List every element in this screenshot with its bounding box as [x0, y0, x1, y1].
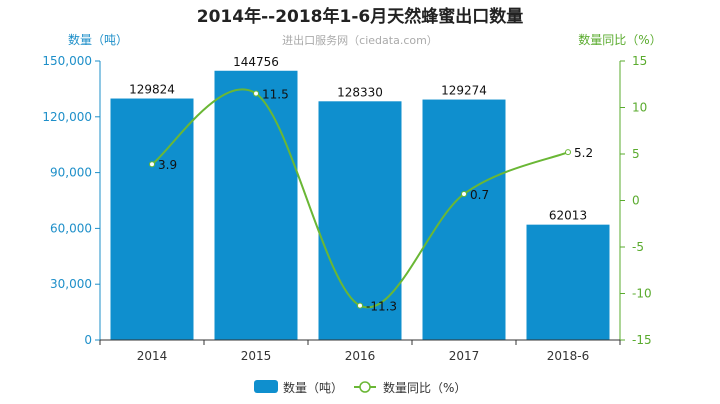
chart-subtitle: 进出口服务网（ciedata.com）: [282, 33, 438, 47]
x-tick-label-2015: 2015: [241, 349, 272, 363]
left-axis-tick-label: 0: [84, 333, 92, 347]
right-axis-tick-label: 0: [632, 194, 640, 208]
right-axis-tick-label: -5: [632, 240, 644, 254]
bar-label-2018-6: 62013: [549, 209, 587, 223]
yoy-point-2016: [357, 302, 363, 309]
right-axis-tick-label: -15: [632, 333, 652, 347]
x-tick-label-2018-6: 2018-6: [547, 349, 590, 363]
bar-2017: [422, 99, 506, 341]
yoy-label-2017: 0.7: [470, 188, 489, 202]
legend-swatch-marker: [359, 381, 371, 393]
right-axis-tick-label: 5: [632, 147, 640, 161]
bar-2016: [318, 101, 402, 340]
x-tick-label-2016: 2016: [345, 349, 376, 363]
chart-title: 2014年--2018年1-6月天然蜂蜜出口数量: [197, 6, 523, 27]
bar-label-2017: 129274: [441, 84, 487, 98]
yoy-label-2016: -11.3: [366, 300, 397, 314]
right-axis-title: 数量同比（%）: [578, 32, 661, 47]
bar-label-2014: 129824: [129, 83, 175, 97]
legend-label-line: 数量同比（%）: [383, 380, 466, 395]
yoy-line: [151, 88, 569, 309]
x-tick-label-2014: 2014: [137, 349, 168, 363]
yoy-point-2015: [253, 90, 259, 97]
x-tick-label-2017: 2017: [449, 349, 480, 363]
yoy-point-2014: [149, 161, 155, 168]
left-axis-tick-label: 150,000: [42, 54, 92, 68]
right-axis-tick-label: 10: [632, 101, 647, 115]
left-axis-tick-label: 60,000: [50, 221, 92, 235]
legend-label-bar: 数量（吨）: [283, 380, 343, 395]
bar-2018-6: [526, 224, 610, 340]
legend-swatch-bar: [254, 380, 278, 393]
bar-label-2015: 144756: [233, 55, 279, 69]
right-axis-tick-label: -10: [632, 287, 652, 301]
left-axis-tick-label: 30,000: [50, 277, 92, 291]
yoy-label-2018-6: 5.2: [574, 146, 593, 160]
bar-2014: [110, 98, 194, 340]
yoy-label-2014: 3.9: [158, 158, 177, 172]
left-axis-tick-label: 90,000: [50, 166, 92, 180]
yoy-label-2015: 11.5: [262, 88, 289, 102]
bar-label-2016: 128330: [337, 85, 383, 99]
yoy-point-2018-6: [565, 149, 571, 156]
yoy-point-2017: [461, 190, 467, 197]
left-axis-tick-label: 120,000: [42, 110, 92, 124]
left-axis-title: 数量（吨）: [68, 32, 128, 47]
bar-2015: [214, 70, 298, 340]
right-axis-tick-label: 15: [632, 54, 647, 68]
